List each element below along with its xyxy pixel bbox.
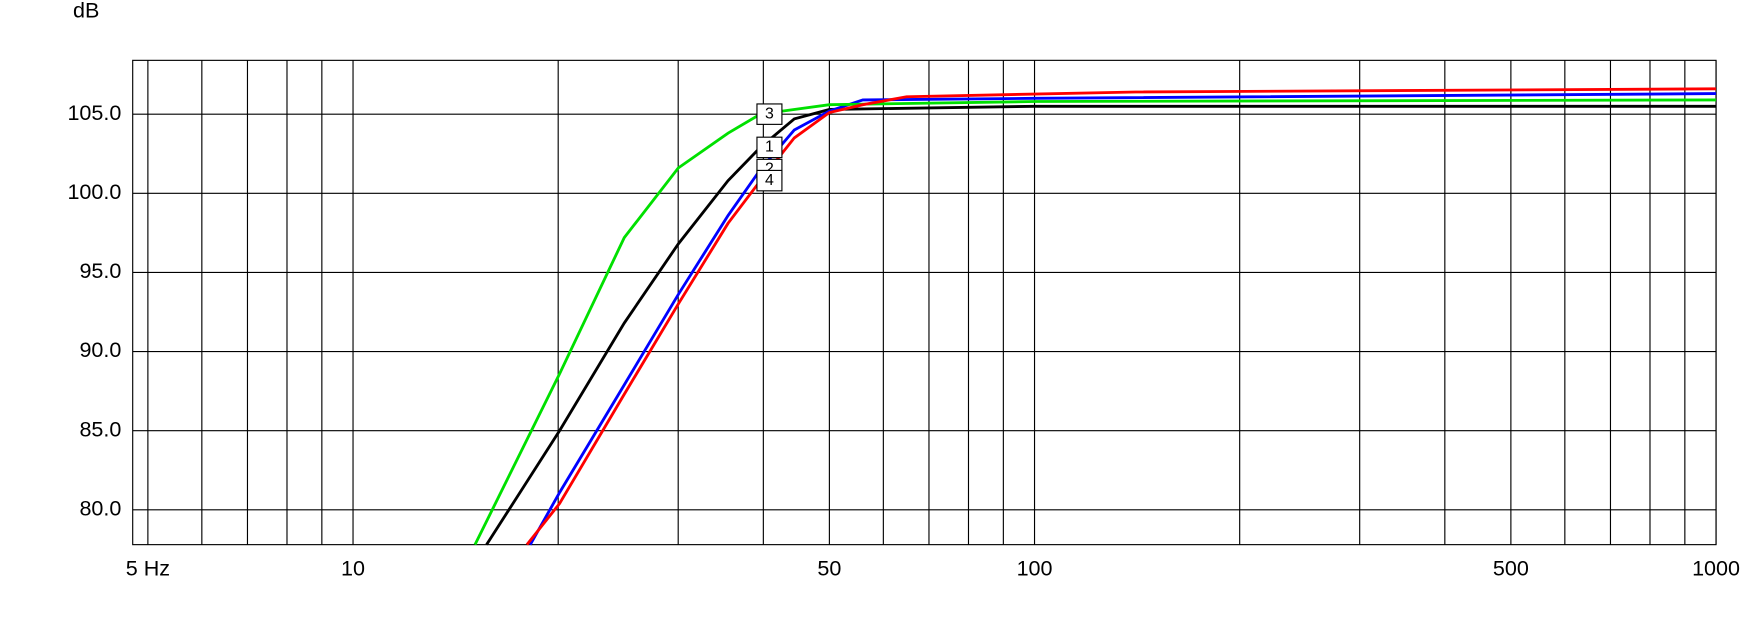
x-tick-label: 500 (1493, 556, 1529, 580)
y-tick-label: 105.0 (67, 101, 121, 125)
series-label: 4 (756, 169, 783, 192)
plot-frame (132, 59, 1717, 546)
x-tick-label: 100 (1017, 556, 1053, 580)
y-tick-label: 100.0 (67, 180, 121, 204)
series-label: 1 (756, 136, 783, 159)
series-line (473, 98, 1717, 546)
x-tick-label: 5 Hz (126, 556, 170, 580)
y-axis-label: dB (73, 0, 99, 22)
x-tick-label: 50 (817, 556, 841, 580)
series-label-box (756, 103, 783, 125)
series-label-text: 2 (765, 161, 774, 178)
series-label-box (756, 136, 783, 159)
series-label-text: 4 (765, 172, 774, 189)
y-tick-label: 85.0 (79, 417, 121, 441)
series-line (529, 92, 1717, 546)
y-tick-label: 95.0 (79, 259, 121, 283)
series-label-text: 3 (765, 105, 774, 122)
series-line (525, 87, 1717, 546)
y-tick-label: 80.0 (79, 497, 121, 521)
series-label-text: 1 (765, 139, 774, 156)
x-tick-label: 10 (341, 556, 365, 580)
series-label-box (756, 169, 783, 192)
y-tick-label: 90.0 (79, 338, 121, 362)
series-line (485, 104, 1717, 546)
series-label: 3 (756, 103, 783, 125)
x-tick-label: 1000 (1692, 556, 1740, 580)
